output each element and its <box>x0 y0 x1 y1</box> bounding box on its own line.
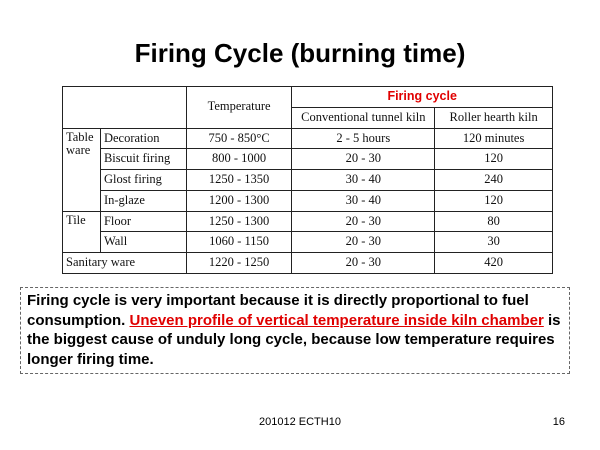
header-empty-cell <box>62 86 187 129</box>
header-firing-cycle: Firing cycle <box>291 86 553 108</box>
temperature-cell: 1220 - 1250 <box>185 252 293 274</box>
note-highlight: Uneven profile of vertical temperature i… <box>129 311 544 329</box>
table-row: Table ware Decoration 750 - 850°C 2 - 5 … <box>62 127 553 212</box>
firing-cycle-table: Temperature Firing cycle Conventional tu… <box>62 86 553 274</box>
conventional-cell: 30 - 40 <box>291 169 436 191</box>
conventional-cell: 30 - 40 <box>291 189 436 212</box>
roller-cell: 240 <box>434 169 553 191</box>
firing-cycle-table-wrap: Temperature Firing cycle Conventional tu… <box>62 86 553 274</box>
header-temperature: Temperature <box>185 86 293 129</box>
category-sanitary-ware: Sanitary ware <box>62 252 187 274</box>
roller-cell: 120 <box>434 189 553 212</box>
conventional-cell: 20 - 30 <box>291 231 436 254</box>
table-row: Sanitary ware 1220 - 1250 20 - 30 420 <box>62 252 553 274</box>
temperature-cell: 1200 - 1300 <box>185 189 293 212</box>
conventional-cell: 20 - 30 <box>291 148 436 171</box>
roller-cell: 120 <box>434 148 553 171</box>
page-number: 16 <box>552 416 565 428</box>
temperature-cell: 800 - 1000 <box>185 148 293 171</box>
header-row-1: Temperature Firing cycle <box>62 86 553 129</box>
process-cell: Wall <box>99 231 187 254</box>
table-row: Tile Floor 1250 - 1300 20 - 30 80 <box>62 210 553 254</box>
temperature-cell: 1250 - 1300 <box>185 210 293 233</box>
table-row: In-glaze 1200 - 1300 30 - 40 120 <box>63 189 553 212</box>
category-table-ware: Table ware <box>62 127 101 212</box>
process-cell: Floor <box>99 210 187 233</box>
note-text-part1: Firing cycle is very important because i… <box>27 292 529 329</box>
roller-cell: 420 <box>434 252 553 274</box>
conventional-cell: 20 - 30 <box>291 210 436 233</box>
slide-title: Firing Cycle (burning time) <box>134 38 466 68</box>
temperature-cell: 750 - 850°C <box>185 127 293 150</box>
roller-cell: 120 minutes <box>434 127 553 150</box>
note-text-part2: is the biggest cause of unduly long cycl… <box>27 311 561 368</box>
table-row: Biscuit firing 800 - 1000 20 - 30 120 <box>63 148 553 171</box>
temperature-cell: 1250 - 1350 <box>185 169 293 191</box>
conventional-cell: 2 - 5 hours <box>291 127 436 150</box>
category-tile: Tile <box>62 210 101 254</box>
temperature-cell: 1060 - 1150 <box>185 231 293 254</box>
table-row: Wall 1060 - 1150 20 - 30 30 <box>63 231 553 254</box>
table-row: Glost firing 1250 - 1350 30 - 40 240 <box>63 169 553 191</box>
process-cell: Decoration <box>99 127 187 150</box>
process-cell: In-glaze <box>99 189 187 212</box>
roller-cell: 30 <box>434 231 553 254</box>
process-cell: Biscuit firing <box>99 148 187 171</box>
note-textbox: Firing cycle is very important because i… <box>20 287 570 374</box>
header-roller: Roller hearth kiln <box>434 106 553 129</box>
header-conventional: Conventional tunnel kiln <box>291 106 436 129</box>
conventional-cell: 20 - 30 <box>291 252 436 274</box>
process-cell: Glost firing <box>99 169 187 191</box>
roller-cell: 80 <box>434 210 553 233</box>
footer-text: 201012 ECTH10 <box>259 416 341 428</box>
